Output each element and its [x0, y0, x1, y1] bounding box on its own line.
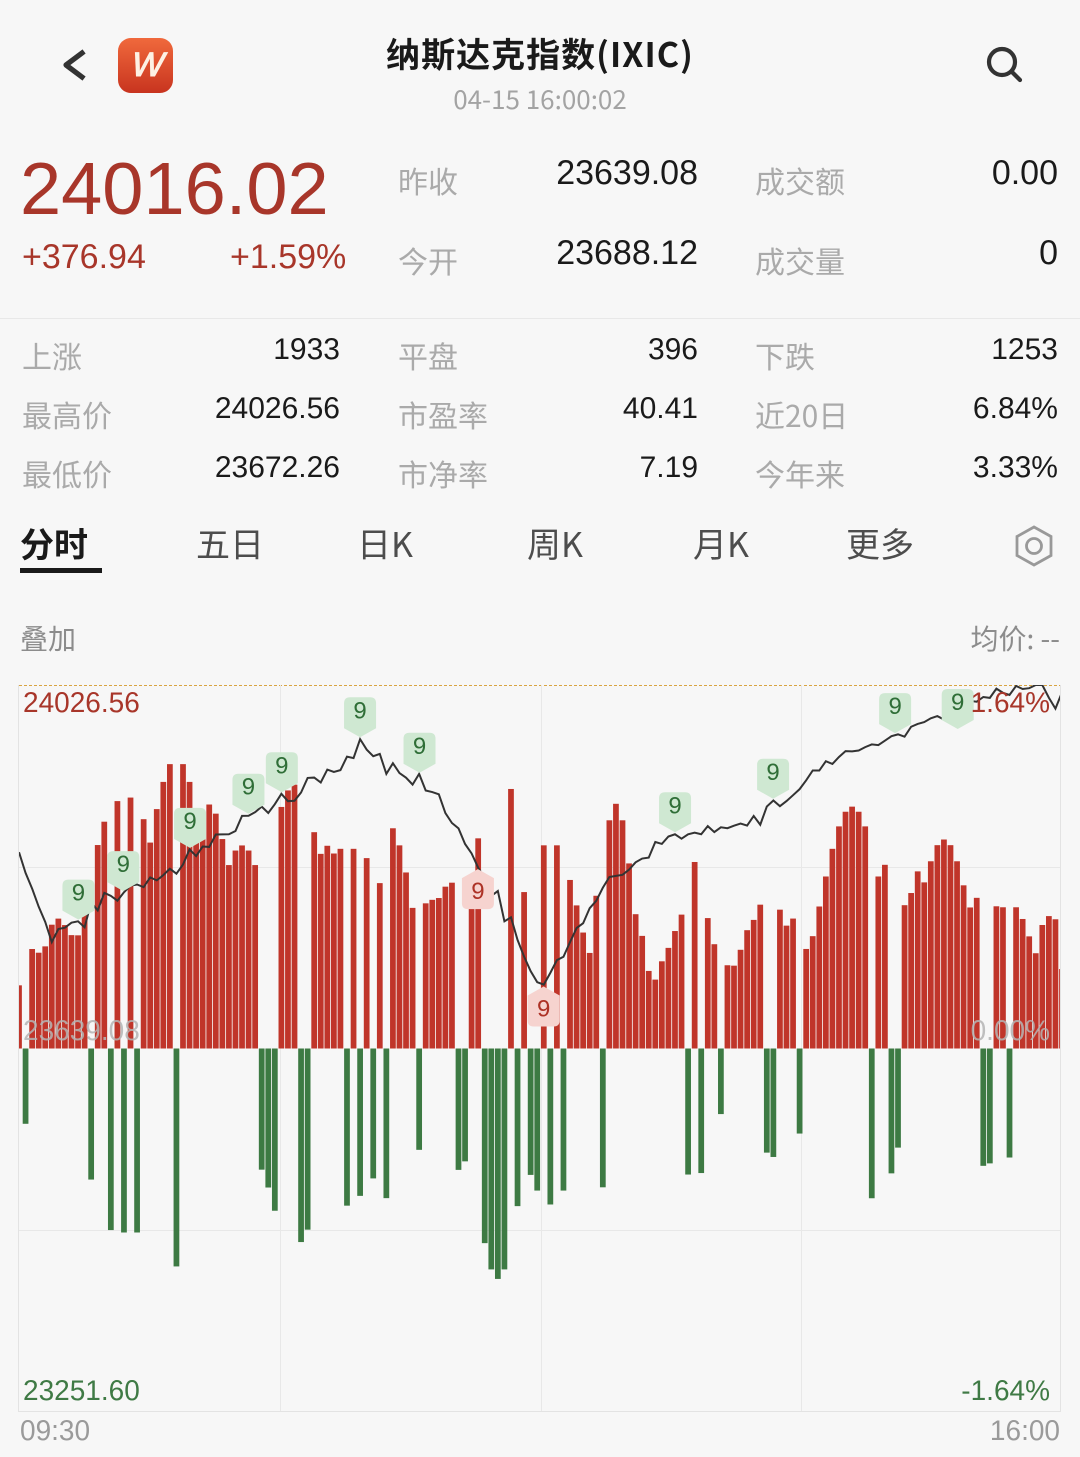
svg-text:9: 9 — [537, 996, 550, 1023]
svg-text:9: 9 — [183, 808, 196, 835]
svg-text:9: 9 — [275, 752, 288, 779]
svg-text:9: 9 — [951, 689, 964, 716]
svg-text:9: 9 — [72, 880, 85, 907]
svg-text:9: 9 — [888, 693, 901, 720]
svg-text:9: 9 — [353, 697, 366, 724]
svg-text:9: 9 — [471, 878, 484, 905]
svg-text:9: 9 — [413, 733, 426, 760]
svg-text:9: 9 — [242, 774, 255, 801]
svg-text:9: 9 — [668, 792, 681, 819]
svg-text:9: 9 — [117, 851, 130, 878]
svg-text:9: 9 — [766, 759, 779, 786]
